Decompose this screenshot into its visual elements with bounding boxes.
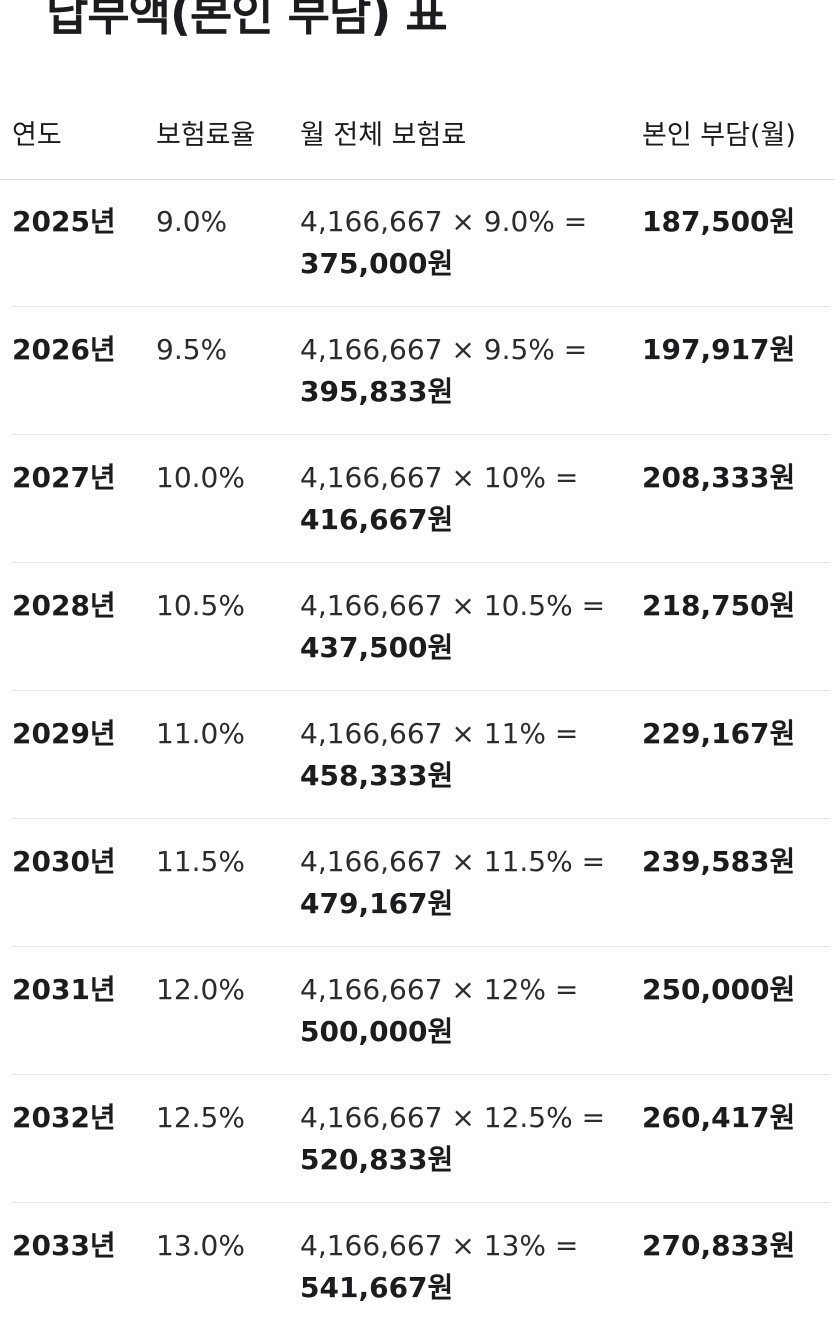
rate-cell: 12.0%	[156, 973, 245, 1006]
self-burden-cell: 208,333원	[642, 461, 796, 494]
year-cell: 2032년	[12, 1101, 116, 1134]
year-cell: 2028년	[12, 589, 116, 622]
rate-cell: 10.5%	[156, 589, 245, 622]
table-row: 2033년 13.0% 4,166,667 × 13% = 541,667원 270,8…	[12, 1203, 830, 1330]
self-burden-cell: 250,000원	[642, 973, 796, 1006]
header-year: 연도	[12, 120, 62, 151]
formula-cell: 4,166,667 × 9.0% = 375,000원	[300, 201, 587, 285]
formula-expression: 4,166,667 × 9.5% =	[300, 333, 588, 366]
formula-expression: 4,166,667 × 12% =	[300, 973, 579, 1006]
rate-cell: 12.5%	[156, 1101, 245, 1134]
self-burden-cell: 260,417원	[642, 1101, 796, 1134]
rate-cell: 11.5%	[156, 845, 245, 878]
year-cell: 2031년	[12, 973, 116, 1006]
formula-cell: 4,166,667 × 10.5% = 437,500원	[300, 585, 605, 669]
table-row: 2028년 10.5% 4,166,667 × 10.5% = 437,500원 218…	[12, 563, 830, 691]
table-header: 연도 보험료율 월 전체 보험료 본인 부담(월)	[0, 95, 835, 180]
formula-result: 437,500원	[300, 631, 454, 664]
year-cell: 2029년	[12, 717, 116, 750]
year-cell: 2027년	[12, 461, 116, 494]
table-row: 2031년 12.0% 4,166,667 × 12% = 500,000원 250,0…	[12, 947, 830, 1075]
formula-cell: 4,166,667 × 12.5% = 520,833원	[300, 1097, 605, 1181]
table-row: 2027년 10.0% 4,166,667 × 10% = 416,667원 208,3…	[12, 435, 830, 563]
formula-cell: 4,166,667 × 11.5% = 479,167원	[300, 841, 605, 925]
formula-cell: 4,166,667 × 12% = 500,000원	[300, 969, 578, 1053]
rate-cell: 9.0%	[156, 205, 228, 238]
year-cell: 2026년	[12, 333, 116, 366]
formula-expression: 4,166,667 × 12.5% =	[300, 1101, 606, 1134]
formula-result: 479,167원	[300, 887, 454, 920]
header-monthly-total: 월 전체 보험료	[300, 120, 467, 151]
formula-result: 520,833원	[300, 1143, 454, 1176]
self-burden-cell: 197,917원	[642, 333, 796, 366]
formula-result: 375,000원	[300, 247, 454, 280]
formula-expression: 4,166,667 × 10.5% =	[300, 589, 606, 622]
year-cell: 2025년	[12, 205, 116, 238]
formula-cell: 4,166,667 × 10% = 416,667원	[300, 457, 578, 541]
self-burden-cell: 239,583원	[642, 845, 796, 878]
table-row: 2025년 9.0% 4,166,667 × 9.0% = 375,000원 187,5…	[12, 179, 830, 307]
header-rate: 보험료율	[156, 120, 256, 151]
rate-cell: 11.0%	[156, 717, 245, 750]
table-body: 2025년 9.0% 4,166,667 × 9.0% = 375,000원 187,5…	[0, 179, 835, 1330]
formula-result: 416,667원	[300, 503, 454, 536]
self-burden-cell: 229,167원	[642, 717, 796, 750]
formula-expression: 4,166,667 × 10% =	[300, 461, 579, 494]
formula-cell: 4,166,667 × 9.5% = 395,833원	[300, 329, 587, 413]
year-cell: 2033년	[12, 1229, 116, 1262]
formula-cell: 4,166,667 × 13% = 541,667원	[300, 1225, 578, 1309]
table-row: 2029년 11.0% 4,166,667 × 11% = 458,333원 229,1…	[12, 691, 830, 819]
formula-result: 500,000원	[300, 1015, 454, 1048]
self-burden-cell: 218,750원	[642, 589, 796, 622]
self-burden-cell: 187,500원	[642, 205, 796, 238]
table-row: 2032년 12.5% 4,166,667 × 12.5% = 520,833원 260…	[12, 1075, 830, 1203]
table-row: 2026년 9.5% 4,166,667 × 9.5% = 395,833원 197,9…	[12, 307, 830, 435]
formula-result: 541,667원	[300, 1271, 454, 1304]
year-cell: 2030년	[12, 845, 116, 878]
table-row: 2030년 11.5% 4,166,667 × 11.5% = 479,167원 239…	[12, 819, 830, 947]
formula-cell: 4,166,667 × 11% = 458,333원	[300, 713, 578, 797]
formula-expression: 4,166,667 × 13% =	[300, 1229, 579, 1262]
formula-result: 395,833원	[300, 375, 454, 408]
formula-expression: 4,166,667 × 11.5% =	[300, 845, 606, 878]
formula-expression: 4,166,667 × 9.0% =	[300, 205, 588, 238]
rate-cell: 9.5%	[156, 333, 228, 366]
rate-cell: 10.0%	[156, 461, 245, 494]
formula-result: 458,333원	[300, 759, 454, 792]
header-self-burden: 본인 부담(월)	[642, 120, 796, 151]
rate-cell: 13.0%	[156, 1229, 245, 1262]
formula-expression: 4,166,667 × 11% =	[300, 717, 579, 750]
page-title: 납부액(본인 부담) 표	[46, 0, 448, 41]
self-burden-cell: 270,833원	[642, 1229, 796, 1262]
